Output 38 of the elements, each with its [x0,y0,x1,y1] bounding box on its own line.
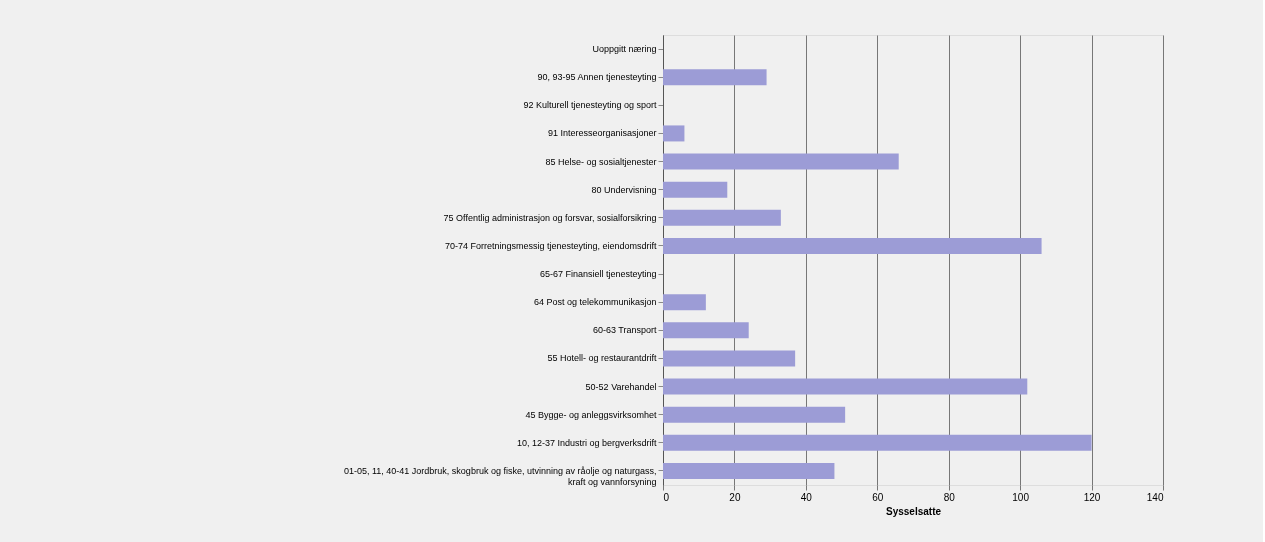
bar [663,350,796,367]
bar [663,462,835,479]
x-tick-label: 120 [1083,491,1101,503]
bar [663,209,781,226]
y-tick-label: 91 Interesseorganisasjoner [547,128,657,139]
y-tick-label: 75 Offentlig administrasjon og forsvar, sosialforsikring [443,212,657,223]
bar [663,237,1042,254]
bar [663,434,1092,451]
y-tick-label: 50-52 Varehandel [585,381,657,392]
y-tick-label: 45 Bygge- og anleggsvirksomhet [525,409,657,420]
bar [663,294,706,311]
y-tick-label: 80 Undervisning [591,184,657,195]
y-tick-label: 55 Hotell- og restaurantdrift [547,353,657,364]
bar [663,181,728,198]
y-tick-label: Uoppgitt næring [592,44,657,55]
y-tick-label: 65-67 Finansiell tjenesteyting [539,269,657,280]
y-tick-label: 92 Kulturell tjenesteyting og sport [523,100,657,111]
x-tick-label: 80 [943,491,956,503]
x-tick-label: 100 [1012,491,1030,503]
bar [663,378,1028,395]
x-tick-label: 20 [729,491,741,503]
y-tick-label: 90, 93-95 Annen tjenesteyting [537,72,657,83]
x-tick-label: 0 [663,491,670,503]
x-tick-label: 140 [1146,491,1164,503]
y-tick-label: 01-05, 11, 40-41 Jordbruk, skogbruk og fiske, utvinning av råolje og naturgass, kraft og vannforsyning [343,465,657,487]
bar [663,153,899,170]
y-tick-label: 64 Post og telekommunikasjon [533,297,657,308]
x-tick-label: 60 [872,491,884,503]
bar [663,69,767,86]
bar [663,125,685,142]
x-tick-label: 40 [800,491,813,503]
y-tick-label: 85 Helse- og sosialtjenester [545,156,657,167]
x-axis-title: Sysselsatte [885,505,942,517]
bar [663,406,846,423]
bar [663,322,749,339]
y-tick-label: 70-74 Forretningsmessig tjenesteyting, eiendomsdrift [444,240,657,251]
y-tick-label: 10, 12-37 Industri og bergverksdrift [516,437,657,448]
y-tick-label: 60-63 Transport [592,325,657,336]
